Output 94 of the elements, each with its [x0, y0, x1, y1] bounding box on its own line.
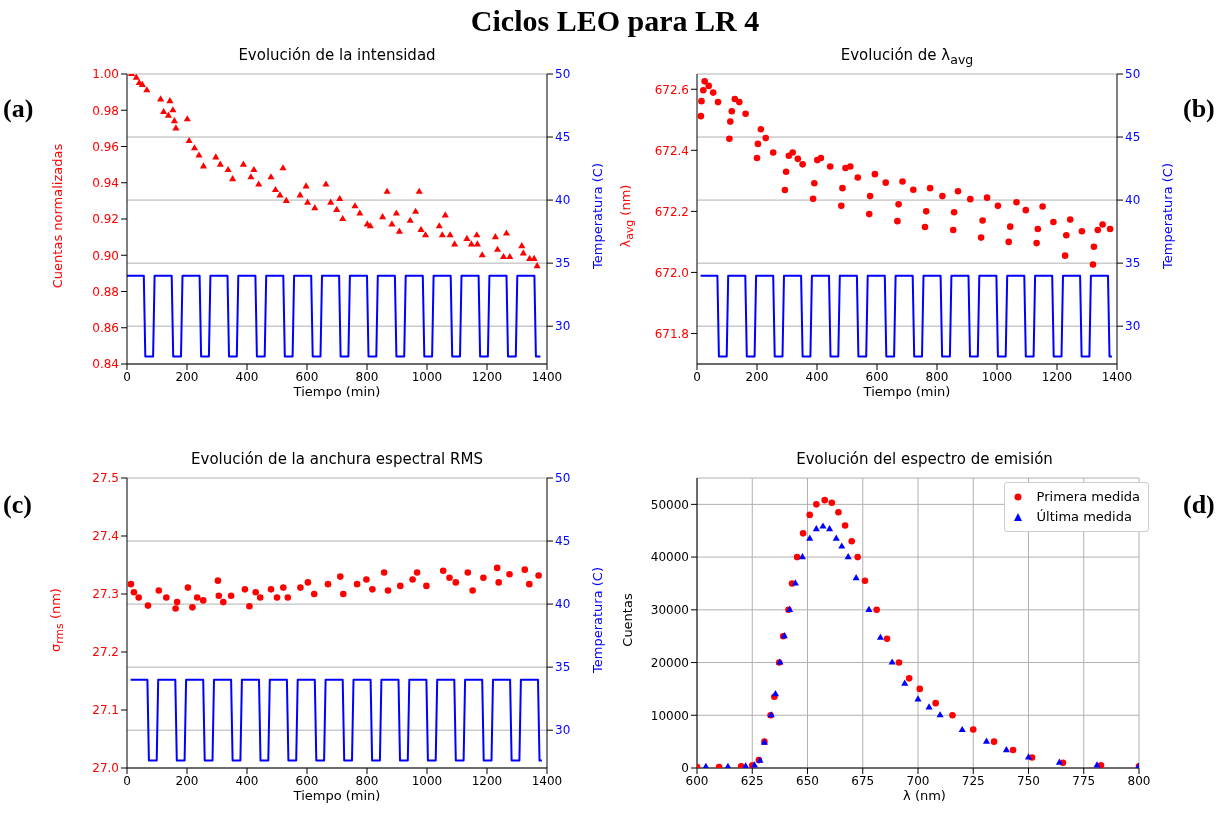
x-tick-label: 1200 — [471, 369, 503, 384]
y2-tick-label: 30 — [1125, 319, 1141, 334]
y-tick-label: 27.5 — [92, 471, 119, 486]
chart-title: Evolución del espectro de emisión — [795, 450, 1054, 468]
x-tick-label: 675 — [851, 773, 875, 788]
x-tick-label: 1000 — [411, 773, 443, 788]
legend-label: Última medida — [1036, 508, 1132, 526]
x-tick-label: 200 — [175, 773, 199, 788]
x-tick-label: 400 — [235, 369, 259, 384]
x-tick-label: 625 — [740, 773, 764, 788]
legend-label: Primera medida — [1036, 488, 1140, 506]
x-tick-label: 1400 — [1101, 369, 1133, 384]
y-tick-label: 0.94 — [92, 176, 119, 191]
text: (d) — [1183, 490, 1215, 520]
y-tick-label: 0.84 — [92, 357, 119, 372]
text: (c) — [3, 490, 32, 520]
x-tick-label: 800 — [925, 369, 949, 384]
x-tick-label: 1400 — [531, 773, 563, 788]
y2-tick-label: 45 — [555, 534, 571, 549]
x-axis-title: Tiempo (min) — [292, 384, 382, 399]
y2-tick-label: 40 — [555, 597, 571, 612]
y2-tick-label: 45 — [1125, 130, 1141, 145]
y-tick-label: 672.2 — [654, 204, 689, 219]
y-tick-label: 1.00 — [92, 67, 119, 82]
x-tick-label: 600 — [685, 773, 709, 788]
x-tick-label: 1000 — [981, 369, 1013, 384]
y-tick-label: 672.4 — [654, 143, 689, 158]
y-tick-label: 672.0 — [654, 265, 689, 280]
x-tick-label: 400 — [235, 773, 259, 788]
chart-title: Evolución de la anchura espectral RMS — [190, 450, 484, 468]
x-tick-label: 600 — [295, 773, 319, 788]
y-tick-label: 27.2 — [92, 645, 119, 660]
y-axis-title: Cuentas — [619, 593, 635, 647]
x-tick-label: 775 — [1072, 773, 1096, 788]
y-tick-label: 0 — [681, 761, 689, 776]
y-axis-title: Cuentas normalizadas — [49, 143, 65, 289]
x-tick-label: 600 — [295, 369, 319, 384]
x-tick-label: 725 — [961, 773, 985, 788]
x-tick-label: 400 — [805, 369, 829, 384]
y-tick-label: 671.8 — [654, 326, 689, 341]
y2-tick-label: 50 — [555, 471, 571, 486]
text: (b) — [1183, 94, 1215, 124]
y-tick-label: 0.88 — [92, 284, 119, 299]
y-tick-label: 20000 — [650, 655, 689, 670]
y-tick-label: 0.92 — [92, 212, 119, 227]
y-tick-label: 0.86 — [92, 321, 119, 336]
x-tick-label: 0 — [693, 369, 701, 384]
text: Ciclos LEO para LR 4 — [469, 4, 761, 38]
x-tick-label: 1200 — [471, 773, 503, 788]
y2-tick-label: 40 — [1125, 193, 1141, 208]
y-tick-label: 0.96 — [92, 139, 119, 154]
x-axis-title: λ (nm) — [902, 788, 947, 803]
x-tick-label: 1200 — [1041, 369, 1073, 384]
y-tick-label: 10000 — [650, 708, 689, 723]
y2-tick-label: 30 — [555, 723, 571, 738]
x-tick-label: 600 — [865, 369, 889, 384]
x-tick-label: 800 — [1127, 773, 1151, 788]
x-tick-label: 1400 — [531, 369, 563, 384]
y-tick-label: 0.90 — [92, 248, 119, 263]
y2-tick-label: 50 — [555, 67, 571, 82]
x-tick-label: 700 — [906, 773, 930, 788]
y2-tick-label: 30 — [555, 319, 571, 334]
y-tick-label: 672.6 — [654, 82, 689, 97]
x-axis-title: Tiempo (min) — [862, 384, 952, 399]
y-tick-label: 0.98 — [92, 103, 119, 118]
y2-tick-label: 35 — [555, 660, 571, 675]
x-tick-label: 800 — [355, 369, 379, 384]
text: (a) — [3, 94, 34, 124]
y-tick-label: 27.3 — [92, 587, 119, 602]
y-tick-label: 40000 — [650, 550, 689, 565]
y2-tick-label: 35 — [555, 256, 571, 271]
x-axis-title: Tiempo (min) — [292, 788, 382, 803]
y-tick-label: 30000 — [650, 603, 689, 618]
y2-axis-title: Temperatura (C) — [1159, 163, 1175, 269]
x-tick-label: 750 — [1017, 773, 1040, 788]
x-tick-label: 1000 — [411, 369, 443, 384]
y2-axis-title: Temperatura (C) — [589, 163, 605, 269]
x-tick-label: 650 — [796, 773, 819, 788]
x-tick-label: 0 — [123, 773, 131, 788]
x-tick-label: 800 — [355, 773, 379, 788]
chart-title: Evolución de λ$_{avg}$ — [839, 46, 975, 67]
x-tick-label: 200 — [175, 369, 199, 384]
y2-tick-label: 35 — [1125, 256, 1141, 271]
y2-tick-label: 45 — [555, 130, 571, 145]
y-tick-label: 27.0 — [92, 761, 119, 776]
y-tick-label: 50000 — [650, 497, 689, 512]
y-tick-label: 27.4 — [92, 529, 119, 544]
y2-axis-title: Temperatura (C) — [589, 567, 605, 673]
x-tick-label: 200 — [745, 369, 769, 384]
y2-tick-label: 40 — [555, 193, 571, 208]
x-tick-label: 0 — [123, 369, 131, 384]
y2-tick-label: 50 — [1125, 67, 1141, 82]
chart-title: Evolución de la intensidad — [237, 46, 437, 64]
y-tick-label: 27.1 — [92, 703, 119, 718]
